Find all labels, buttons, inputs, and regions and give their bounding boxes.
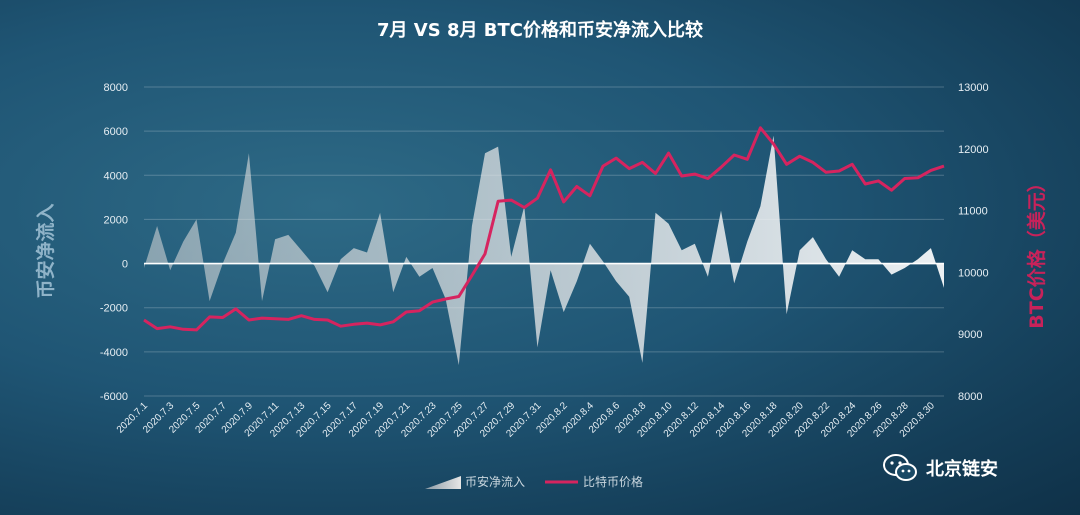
y-left-tick-label: 4000 [104,170,128,182]
legend-area-swatch [425,476,461,489]
y-right-ticks: 8000 9000 10000 11000 12000 13000 [958,82,989,403]
y-left-ticks: -6000 -4000 -2000 0 2000 4000 6000 8000 [100,82,128,403]
line-series-btc-price [143,126,945,332]
y-left-tick-label: -6000 [100,391,128,403]
y-right-tick-label: 9000 [958,329,982,341]
y-right-tick-label: 8000 [958,391,982,403]
y-left-tick-label: 8000 [104,82,128,94]
y-left-tick-label: 0 [122,259,128,271]
y-right-tick-label: 13000 [958,82,989,94]
wechat-icon [883,454,917,481]
y-left-tick-label: -2000 [100,303,128,315]
y-axis-right-label: BTC价格（美元） [1025,173,1048,328]
line-series-group [143,126,945,332]
grid-lines [144,86,944,397]
legend: 币安净流入 比特币价格 [425,474,643,489]
x-ticks: 2020.7.12020.7.32020.7.52020.7.72020.7.9… [115,400,937,440]
y-right-tick-label: 11000 [958,206,988,218]
legend-line-label: 比特币价格 [583,474,643,489]
y-left-tick-label: -4000 [100,347,128,359]
y-right-tick-label: 10000 [958,267,989,279]
y-right-tick-label: 12000 [958,144,989,156]
y-left-tick-label: 6000 [104,126,128,138]
legend-area-label: 币安净流入 [465,474,525,489]
y-left-tick-label: 2000 [104,214,128,226]
y-axis-left-label: 币安净流入 [34,203,57,298]
watermark-text: 北京链安 [926,459,998,480]
chart-title: 7月 VS 8月 BTC价格和币安净流入比较 [377,19,703,41]
watermark: 北京链安 [882,450,998,486]
